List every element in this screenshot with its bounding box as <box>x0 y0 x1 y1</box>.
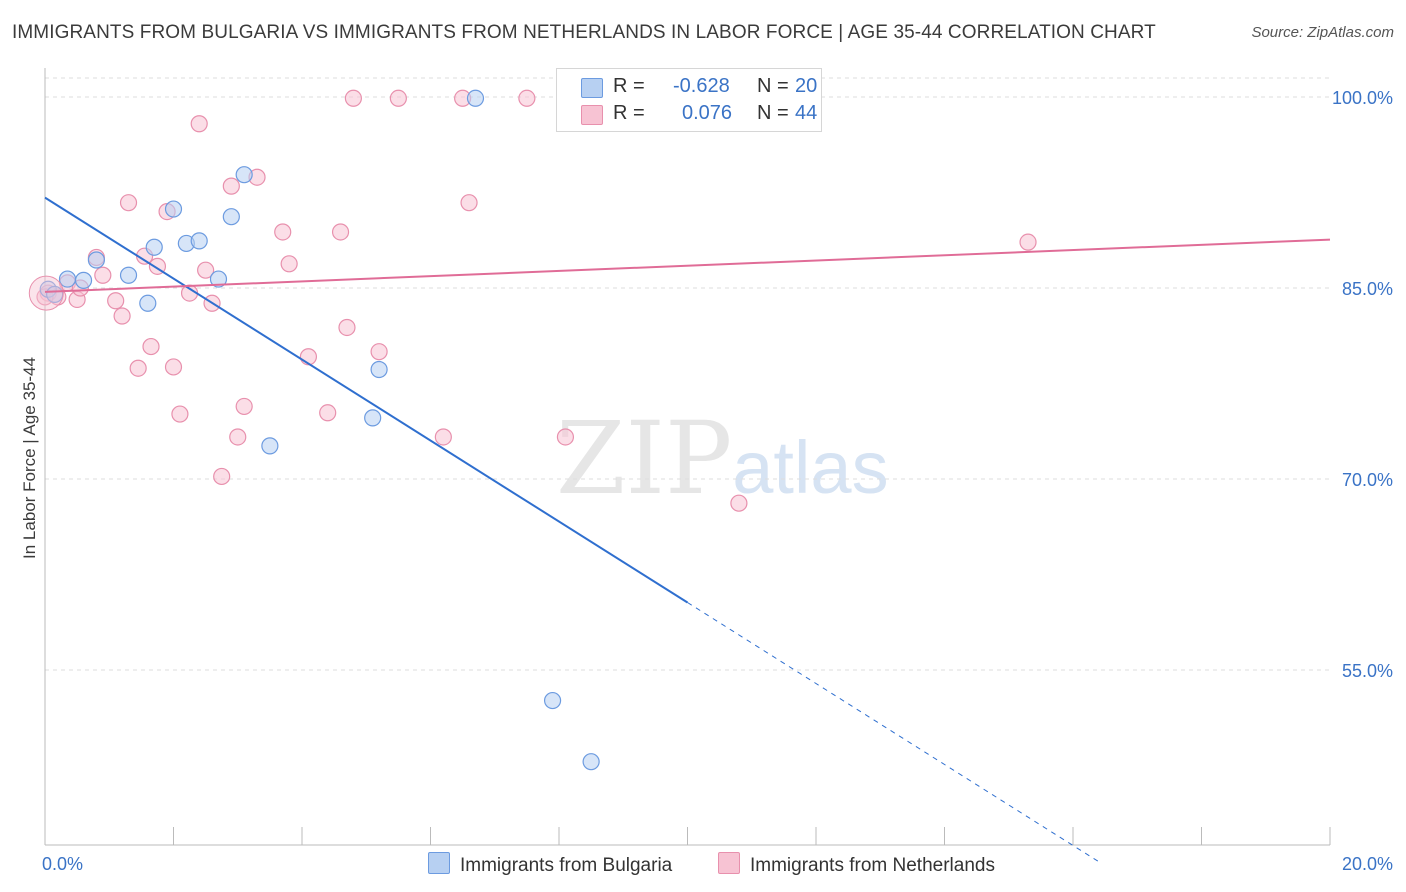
bulgaria-trend-line <box>44 196 689 604</box>
netherlands-point <box>338 318 356 337</box>
legend-r-label: R = <box>613 102 645 124</box>
netherlands-point <box>164 358 183 376</box>
netherlands-cluster-point <box>28 275 64 311</box>
y-tick-label: 70.0% <box>1342 470 1393 490</box>
netherlands-point <box>129 359 147 377</box>
netherlands-point <box>370 343 388 361</box>
watermark-zip: ZIP <box>556 400 733 517</box>
bulgaria-point <box>87 251 106 269</box>
netherlands-point <box>434 428 452 446</box>
bulgaria-point <box>164 200 183 218</box>
netherlands-point <box>197 261 215 279</box>
netherlands-point <box>119 194 138 212</box>
correlation-legend: R = -0.628 N = 20 R = 0.076 N = 44 <box>556 68 822 132</box>
bulgaria-point <box>209 270 228 288</box>
netherlands-point <box>344 89 362 107</box>
netherlands-point <box>107 292 125 310</box>
legend-n-value-bulgaria: 20 <box>795 75 818 97</box>
bulgaria-trend-extension <box>687 602 1099 863</box>
bottom-legend-label-bulgaria: Immigrants from Bulgaria <box>460 855 673 876</box>
watermark-atlas: atlas <box>732 426 889 509</box>
netherlands-point <box>235 397 253 416</box>
netherlands-point <box>299 348 318 366</box>
bulgaria-point <box>119 266 138 284</box>
x-tick-label-min: 0.0% <box>42 854 83 874</box>
netherlands-point <box>331 223 350 241</box>
bulgaria-point <box>139 294 157 312</box>
legend-n-label: N = <box>757 75 789 97</box>
bulgaria-point <box>190 232 208 250</box>
bottom-legend-swatch-bulgaria <box>428 852 450 874</box>
x-tick-label-max: 20.0% <box>1342 854 1393 874</box>
netherlands-trend-line <box>44 238 1331 293</box>
netherlands-point <box>280 255 298 273</box>
legend-n-value-netherlands: 44 <box>795 102 818 124</box>
netherlands-point <box>229 428 247 446</box>
netherlands-point <box>274 223 292 241</box>
netherlands-point <box>389 89 407 107</box>
watermark: ZIPatlas <box>556 400 889 517</box>
legend-swatch-netherlands <box>581 105 603 125</box>
bottom-legend-label-netherlands: Immigrants from Netherlands <box>750 855 995 876</box>
bulgaria-point <box>261 437 279 455</box>
netherlands-point <box>730 494 748 512</box>
bulgaria-point <box>58 270 77 288</box>
netherlands-point <box>113 307 131 325</box>
y-tick-label: 100.0% <box>1332 88 1393 108</box>
y-tick-label: 85.0% <box>1342 279 1393 299</box>
legend-r-label: R = <box>613 75 645 97</box>
bulgaria-point <box>582 753 600 771</box>
legend-r-value-netherlands: 0.076 <box>682 102 733 124</box>
netherlands-point <box>222 177 240 195</box>
netherlands-point <box>518 89 536 107</box>
bottom-legend-netherlands: Immigrants from Netherlands <box>718 852 995 877</box>
netherlands-point <box>460 194 478 212</box>
bulgaria-point <box>370 360 388 379</box>
bulgaria-point <box>235 166 253 184</box>
bulgaria-point <box>145 238 163 256</box>
legend-r-value-bulgaria: -0.628 <box>673 75 730 97</box>
netherlands-point <box>213 467 231 486</box>
netherlands-point <box>319 404 337 422</box>
bulgaria-point <box>364 409 382 427</box>
y-tick-label: 55.0% <box>1342 661 1393 681</box>
source-credit: Source: ZipAtlas.com <box>1251 24 1394 41</box>
bulgaria-point <box>466 89 485 107</box>
netherlands-point <box>94 266 112 284</box>
bottom-legend-swatch-netherlands <box>718 852 740 874</box>
bulgaria-point <box>222 208 240 226</box>
netherlands-point <box>171 405 189 423</box>
bottom-legend-bulgaria: Immigrants from Bulgaria <box>428 852 672 877</box>
legend-n-label: N = <box>757 102 789 124</box>
bulgaria-point <box>543 691 562 710</box>
bulgaria-point <box>74 271 93 289</box>
netherlands-point <box>1019 233 1037 251</box>
netherlands-point <box>556 428 575 446</box>
legend-swatch-bulgaria <box>581 78 603 98</box>
chart-title: IMMIGRANTS FROM BULGARIA VS IMMIGRANTS F… <box>12 22 1156 43</box>
netherlands-point <box>190 115 208 133</box>
netherlands-point <box>142 337 160 356</box>
